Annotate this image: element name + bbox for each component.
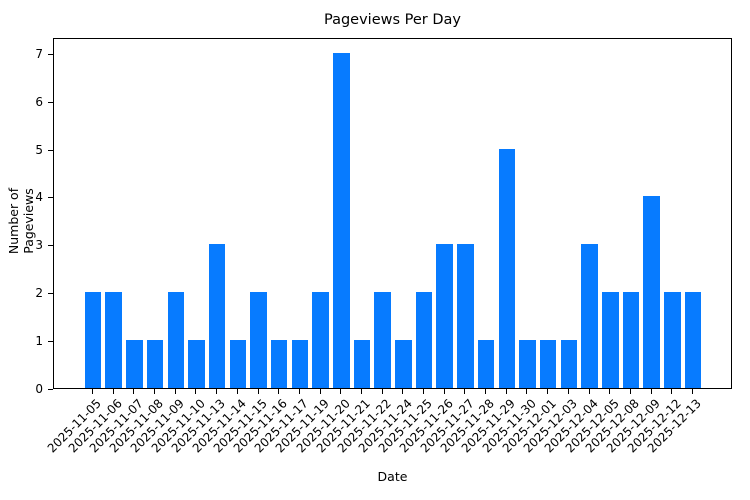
x-tick — [175, 389, 176, 394]
bar — [684, 292, 702, 388]
y-tick — [48, 245, 53, 246]
x-tick — [630, 389, 631, 394]
x-tick — [154, 389, 155, 394]
x-tick — [92, 389, 93, 394]
x-tick — [547, 389, 548, 394]
bar — [643, 196, 660, 388]
y-axis-title: Number of Pageviews — [6, 187, 36, 255]
x-tick — [340, 389, 341, 394]
x-tick — [402, 389, 403, 394]
bar — [126, 340, 143, 388]
bar — [622, 292, 640, 388]
y-tick — [48, 197, 53, 198]
x-tick — [464, 389, 465, 394]
bar — [581, 244, 598, 388]
x-tick — [113, 389, 114, 394]
x-tick — [258, 389, 259, 394]
bar — [395, 340, 412, 388]
x-tick — [299, 389, 300, 394]
bar — [498, 148, 516, 388]
x-tick — [671, 389, 672, 394]
y-tick-label: 2 — [35, 286, 43, 301]
bar — [188, 340, 205, 388]
y-tick-label: 0 — [35, 382, 43, 396]
y-tick — [48, 102, 53, 103]
bar — [105, 292, 122, 388]
bar — [333, 52, 350, 388]
x-tick — [133, 389, 134, 394]
bar — [167, 292, 184, 388]
bar — [374, 292, 391, 388]
chart-title: Pageviews Per Day — [323, 12, 461, 28]
bar — [250, 292, 267, 388]
x-tick — [278, 389, 279, 394]
y-tick — [48, 341, 53, 342]
y-tick-label: 3 — [35, 238, 43, 253]
y-tick-label: 6 — [35, 94, 43, 109]
x-tick — [382, 389, 383, 394]
bar — [519, 340, 536, 388]
x-tick — [320, 389, 321, 394]
bar — [229, 340, 247, 388]
x-tick — [485, 389, 486, 394]
y-tick — [48, 389, 53, 390]
bar — [664, 292, 681, 388]
x-tick — [506, 389, 507, 394]
y-tick-label: 5 — [35, 142, 43, 157]
y-tick-label: 1 — [35, 334, 43, 349]
bar — [477, 340, 495, 388]
x-tick — [589, 389, 590, 394]
x-tick — [526, 389, 527, 394]
bar — [270, 340, 288, 388]
y-tick-label: 7 — [35, 46, 43, 61]
x-tick — [195, 389, 196, 394]
x-tick — [444, 389, 445, 394]
bar — [84, 292, 102, 388]
plot-area — [53, 38, 732, 389]
y-tick — [48, 150, 53, 151]
bar — [539, 340, 557, 388]
y-tick — [48, 293, 53, 294]
x-tick — [609, 389, 610, 394]
bar — [560, 340, 578, 388]
x-tick — [237, 389, 238, 394]
bar — [312, 292, 329, 388]
x-tick — [361, 389, 362, 394]
bar — [208, 244, 226, 388]
y-tick — [48, 54, 53, 55]
bar — [436, 244, 453, 388]
x-tick — [651, 389, 652, 394]
y-tick-label: 4 — [35, 190, 43, 205]
bar — [602, 292, 619, 388]
x-tick — [216, 389, 217, 394]
x-tick — [423, 389, 424, 394]
bar — [457, 244, 474, 388]
x-tick — [692, 389, 693, 394]
x-tick — [568, 389, 569, 394]
bar — [291, 340, 309, 388]
bar — [415, 292, 433, 388]
x-axis-title: Date — [377, 469, 408, 484]
bar — [353, 340, 371, 388]
bar — [146, 340, 164, 388]
